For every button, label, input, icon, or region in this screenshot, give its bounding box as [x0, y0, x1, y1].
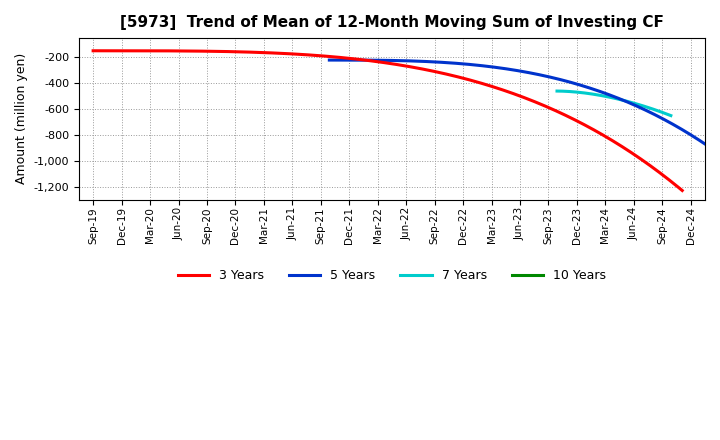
Y-axis label: Amount (million yen): Amount (million yen) [15, 53, 28, 184]
Title: [5973]  Trend of Mean of 12-Month Moving Sum of Investing CF: [5973] Trend of Mean of 12-Month Moving … [120, 15, 664, 30]
Legend: 3 Years, 5 Years, 7 Years, 10 Years: 3 Years, 5 Years, 7 Years, 10 Years [173, 264, 611, 287]
